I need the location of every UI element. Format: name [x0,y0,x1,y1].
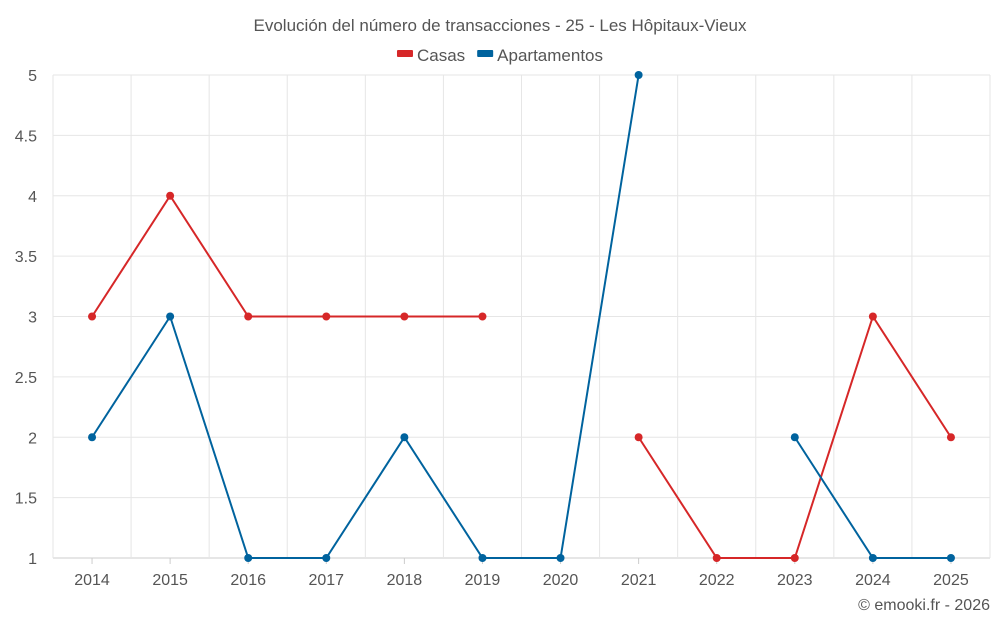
data-point[interactable] [478,312,487,321]
x-tick-label: 2020 [543,572,579,589]
legend-item-1[interactable]: Apartamentos [477,46,603,65]
legend-swatch [396,50,413,57]
x-axis-ticks: 2014 2015 2016 2017 2018 2019 2020 2021 2022 2023… [74,558,969,589]
data-point[interactable] [88,433,97,442]
data-point[interactable] [634,433,643,442]
data-point[interactable] [790,433,799,442]
y-tick-label: 2 [28,430,37,447]
x-tick-label: 2015 [152,572,188,589]
x-tick-label: 2016 [230,572,266,589]
data-point[interactable] [868,312,877,321]
x-tick-label: 2024 [855,572,891,589]
data-point[interactable] [712,554,721,562]
data-point[interactable] [634,71,643,79]
series-line-1 [91,74,640,559]
data-point[interactable] [166,312,175,321]
data-point[interactable] [478,554,487,562]
y-tick-label: 1.5 [15,491,37,508]
data-point[interactable] [244,554,253,562]
grid [52,74,991,559]
legend-label: Apartamentos [497,46,603,65]
y-tick-label: 5 [28,68,37,85]
data-point[interactable] [790,554,799,562]
data-point[interactable] [322,554,331,562]
x-tick-label: 2023 [777,572,813,589]
legend-label: Casas [417,46,465,65]
y-tick-label: 4.5 [15,128,37,145]
x-tick-label: 2017 [308,572,344,589]
x-tick-label: 2022 [699,572,735,589]
chart-title: Evolución del número de transacciones - … [254,16,747,35]
data-point[interactable] [556,554,565,562]
data-point[interactable] [400,433,409,442]
y-tick-label: 2.5 [15,370,37,387]
data-point[interactable] [322,312,331,321]
legend-item-0[interactable]: Casas [396,46,465,65]
x-tick-label: 2021 [621,572,657,589]
data-point[interactable] [88,312,97,321]
x-tick-label: 2018 [387,572,423,589]
legend-swatch [477,50,494,57]
x-tick-label: 2014 [74,572,110,589]
series-line-0 [91,193,483,318]
data-point[interactable] [400,312,409,321]
data-point[interactable] [868,554,877,562]
legend: Casas Apartamentos [396,46,603,65]
y-axis-ticks: 1 1.5 2 2.5 3 3.5 4 4.5 5 [15,68,37,568]
data-point[interactable] [166,191,175,200]
x-tick-label: 2025 [933,572,969,589]
y-tick-label: 1 [28,551,37,568]
x-tick-label: 2019 [465,572,501,589]
y-tick-label: 4 [28,189,37,206]
credit-text: © emooki.fr - 2026 [858,597,990,614]
data-point[interactable] [244,312,253,321]
y-tick-label: 3 [28,310,37,327]
data-point[interactable] [946,554,955,562]
y-tick-label: 3.5 [15,249,37,266]
data-point[interactable] [946,433,955,442]
series-points [88,71,955,562]
